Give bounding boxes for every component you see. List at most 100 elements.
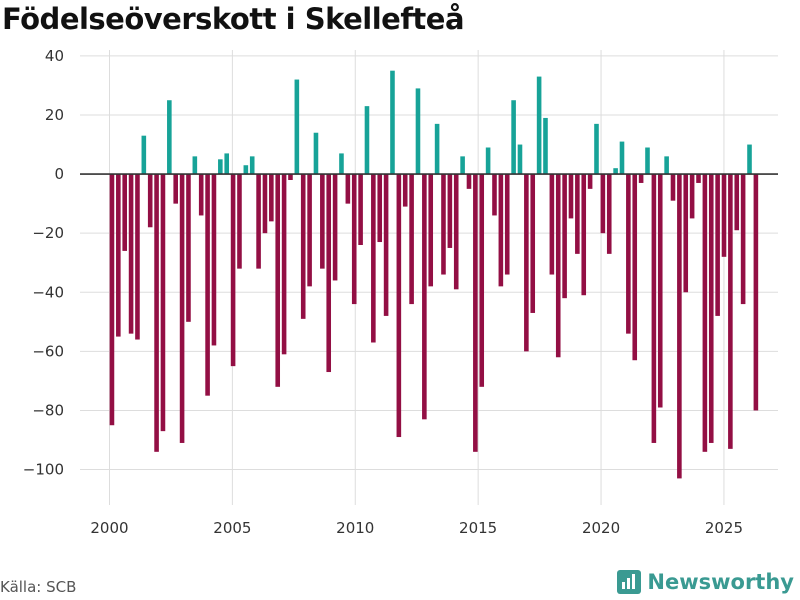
bar[interactable] bbox=[116, 174, 121, 337]
bar[interactable] bbox=[696, 174, 701, 183]
bar[interactable] bbox=[721, 174, 727, 257]
bar[interactable] bbox=[173, 174, 178, 204]
bar[interactable] bbox=[230, 174, 236, 367]
bar[interactable] bbox=[657, 174, 663, 408]
bar[interactable] bbox=[562, 174, 567, 299]
bar[interactable] bbox=[581, 174, 587, 296]
bar[interactable] bbox=[498, 174, 504, 287]
bar[interactable] bbox=[600, 174, 606, 234]
bar[interactable] bbox=[167, 100, 172, 175]
bar[interactable] bbox=[651, 174, 657, 443]
bar[interactable] bbox=[339, 153, 344, 175]
bar[interactable] bbox=[753, 174, 759, 411]
bar[interactable] bbox=[568, 174, 574, 219]
bar[interactable] bbox=[281, 174, 287, 355]
bar[interactable] bbox=[377, 174, 383, 243]
bar[interactable] bbox=[109, 174, 115, 426]
bar[interactable] bbox=[224, 153, 230, 175]
bar[interactable] bbox=[728, 174, 733, 449]
bar[interactable] bbox=[632, 174, 638, 361]
bar[interactable] bbox=[141, 135, 147, 175]
bar[interactable] bbox=[300, 174, 306, 319]
bar[interactable] bbox=[288, 174, 293, 180]
bar[interactable] bbox=[422, 174, 427, 420]
bar[interactable] bbox=[740, 174, 746, 305]
bar[interactable] bbox=[364, 106, 370, 175]
bar[interactable] bbox=[460, 156, 465, 175]
bar[interactable] bbox=[294, 79, 300, 175]
bar[interactable] bbox=[249, 156, 255, 175]
bar[interactable] bbox=[747, 144, 752, 175]
bar[interactable] bbox=[485, 147, 491, 175]
bar[interactable] bbox=[511, 100, 516, 175]
bar[interactable] bbox=[683, 174, 689, 293]
bar[interactable] bbox=[332, 174, 338, 281]
bar[interactable] bbox=[626, 174, 631, 334]
bar[interactable] bbox=[428, 174, 434, 287]
bar[interactable] bbox=[619, 141, 625, 175]
bar[interactable] bbox=[383, 174, 389, 316]
bar[interactable] bbox=[179, 174, 185, 443]
bar[interactable] bbox=[524, 174, 529, 352]
bar[interactable] bbox=[664, 156, 669, 175]
bar[interactable] bbox=[504, 174, 510, 275]
bar[interactable] bbox=[237, 174, 242, 269]
bar[interactable] bbox=[670, 174, 676, 201]
bar[interactable] bbox=[606, 174, 612, 254]
bar[interactable] bbox=[198, 174, 204, 216]
bar[interactable] bbox=[575, 174, 580, 254]
bar[interactable] bbox=[587, 174, 593, 189]
bar[interactable] bbox=[243, 165, 249, 175]
bar[interactable] bbox=[473, 174, 478, 452]
bar[interactable] bbox=[358, 174, 363, 245]
bar[interactable] bbox=[269, 174, 274, 222]
bar[interactable] bbox=[689, 174, 695, 219]
bar[interactable] bbox=[715, 174, 720, 316]
bar[interactable] bbox=[218, 159, 223, 175]
bar[interactable] bbox=[415, 88, 421, 175]
bar[interactable] bbox=[492, 174, 497, 216]
bar[interactable] bbox=[536, 76, 542, 175]
bar[interactable] bbox=[466, 174, 472, 189]
bar[interactable] bbox=[256, 174, 261, 269]
bar[interactable] bbox=[211, 174, 217, 346]
bar[interactable] bbox=[345, 174, 351, 204]
bar[interactable] bbox=[517, 144, 523, 175]
bar[interactable] bbox=[677, 174, 682, 479]
bar[interactable] bbox=[351, 174, 357, 305]
bar[interactable] bbox=[638, 174, 644, 183]
bar[interactable] bbox=[555, 174, 561, 358]
bar[interactable] bbox=[447, 174, 453, 248]
bar[interactable] bbox=[313, 132, 319, 175]
bar[interactable] bbox=[396, 174, 402, 438]
bar[interactable] bbox=[402, 174, 408, 207]
bar[interactable] bbox=[702, 174, 708, 452]
bar[interactable] bbox=[160, 174, 166, 432]
bar[interactable] bbox=[645, 147, 650, 175]
brand-logo[interactable]: Newsworthy bbox=[617, 570, 794, 594]
bar[interactable] bbox=[205, 174, 210, 396]
bar[interactable] bbox=[594, 123, 599, 175]
bar[interactable] bbox=[734, 174, 740, 231]
bar[interactable] bbox=[320, 174, 325, 269]
bar[interactable] bbox=[390, 70, 395, 175]
bar[interactable] bbox=[326, 174, 332, 373]
bar[interactable] bbox=[262, 174, 268, 234]
bar[interactable] bbox=[307, 174, 312, 287]
bar[interactable] bbox=[708, 174, 714, 443]
bar[interactable] bbox=[122, 174, 127, 251]
bar[interactable] bbox=[613, 168, 618, 175]
bar[interactable] bbox=[135, 174, 140, 340]
bar[interactable] bbox=[409, 174, 414, 305]
bar[interactable] bbox=[186, 174, 191, 322]
bar[interactable] bbox=[549, 174, 555, 275]
bar[interactable] bbox=[147, 174, 153, 228]
bar[interactable] bbox=[479, 174, 485, 387]
bar[interactable] bbox=[128, 174, 134, 334]
bar[interactable] bbox=[192, 156, 198, 175]
bar[interactable] bbox=[453, 174, 459, 290]
bar[interactable] bbox=[441, 174, 446, 275]
bar[interactable] bbox=[543, 117, 548, 175]
bar[interactable] bbox=[154, 174, 159, 452]
bar[interactable] bbox=[530, 174, 536, 313]
